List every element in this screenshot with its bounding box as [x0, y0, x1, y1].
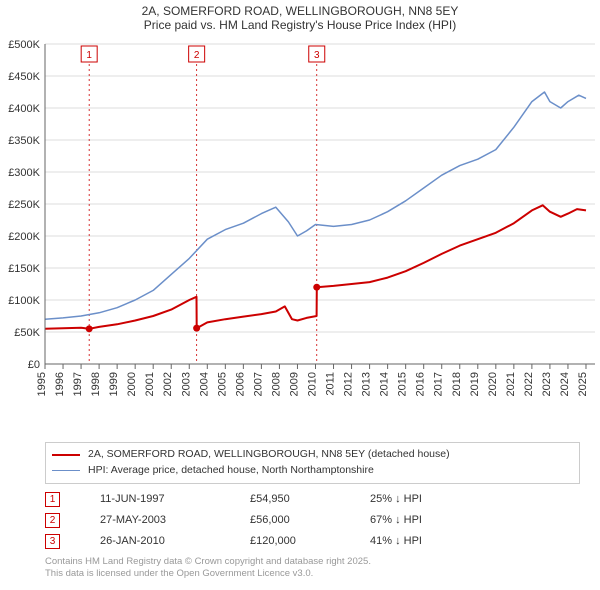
chart-svg: £0 £50K £100K £150K £200K £250K £300K £350K £400…	[0, 34, 600, 434]
svg-text:2005: 2005	[216, 372, 228, 396]
svg-text:2001: 2001	[144, 372, 156, 396]
marker-num: 2	[45, 513, 60, 528]
footnote-line2: This data is licensed under the Open Gov…	[45, 568, 580, 580]
svg-text:2006: 2006	[234, 372, 246, 396]
svg-text:2020: 2020	[487, 372, 499, 396]
marker-table: 1 11-JUN-1997 £54,950 25% ↓ HPI 2 27-MAY-2003…	[45, 489, 580, 552]
svg-text:2010: 2010	[306, 372, 318, 396]
marker-table-row: 3 26-JAN-2010 £120,000 41% ↓ HPI	[45, 531, 580, 552]
footnote: Contains HM Land Registry data © Crown c…	[45, 556, 580, 581]
legend-label: 2A, SOMERFORD ROAD, WELLINGBOROUGH, NN8 …	[88, 447, 450, 463]
footnote-line1: Contains HM Land Registry data © Crown c…	[45, 556, 580, 568]
svg-text:2012: 2012	[343, 372, 355, 396]
svg-text:£450K: £450K	[8, 71, 40, 83]
marker-table-row: 1 11-JUN-1997 £54,950 25% ↓ HPI	[45, 489, 580, 510]
marker-num: 1	[45, 492, 60, 507]
svg-text:1997: 1997	[72, 372, 84, 396]
svg-text:1: 1	[86, 50, 92, 61]
svg-text:2014: 2014	[379, 372, 391, 396]
svg-text:£150K: £150K	[8, 263, 40, 275]
svg-text:2025: 2025	[577, 372, 589, 396]
svg-text:2: 2	[194, 50, 200, 61]
svg-text:2002: 2002	[162, 372, 174, 396]
svg-text:2023: 2023	[541, 372, 553, 396]
marker-price: £54,950	[250, 493, 340, 505]
svg-text:£300K: £300K	[8, 167, 40, 179]
marker-pct: 67% ↓ HPI	[370, 514, 470, 526]
svg-text:2009: 2009	[288, 372, 300, 396]
svg-text:2008: 2008	[270, 372, 282, 396]
svg-text:2019: 2019	[469, 372, 481, 396]
marker-date: 26-JAN-2010	[100, 535, 220, 547]
svg-text:2016: 2016	[415, 372, 427, 396]
svg-text:1999: 1999	[108, 372, 120, 396]
marker-date: 27-MAY-2003	[100, 514, 220, 526]
marker-pct: 41% ↓ HPI	[370, 535, 470, 547]
marker-date: 11-JUN-1997	[100, 493, 220, 505]
chart-title: 2A, SOMERFORD ROAD, WELLINGBOROUGH, NN8 …	[0, 0, 600, 34]
svg-text:2007: 2007	[252, 372, 264, 396]
title-line1: 2A, SOMERFORD ROAD, WELLINGBOROUGH, NN8 …	[0, 4, 600, 18]
svg-text:3: 3	[314, 50, 320, 61]
svg-text:£500K: £500K	[8, 39, 40, 51]
svg-text:£100K: £100K	[8, 295, 40, 307]
svg-text:2013: 2013	[361, 372, 373, 396]
svg-text:2000: 2000	[126, 372, 138, 396]
legend-swatch	[52, 454, 80, 456]
legend-row: HPI: Average price, detached house, Nort…	[52, 463, 573, 479]
svg-text:£250K: £250K	[8, 199, 40, 211]
svg-text:2015: 2015	[397, 372, 409, 396]
legend: 2A, SOMERFORD ROAD, WELLINGBOROUGH, NN8 …	[45, 442, 580, 484]
legend-row: 2A, SOMERFORD ROAD, WELLINGBOROUGH, NN8 …	[52, 447, 573, 463]
legend-swatch	[52, 470, 80, 471]
svg-text:1998: 1998	[90, 372, 102, 396]
marker-table-row: 2 27-MAY-2003 £56,000 67% ↓ HPI	[45, 510, 580, 531]
legend-label: HPI: Average price, detached house, Nort…	[88, 463, 374, 479]
svg-text:2024: 2024	[559, 372, 571, 396]
svg-text:£350K: £350K	[8, 135, 40, 147]
svg-text:2003: 2003	[180, 372, 192, 396]
title-line2: Price paid vs. HM Land Registry's House …	[0, 18, 600, 32]
marker-price: £56,000	[250, 514, 340, 526]
svg-text:£400K: £400K	[8, 103, 40, 115]
chart-area: £0 £50K £100K £150K £200K £250K £300K £350K £400…	[0, 34, 600, 434]
marker-pct: 25% ↓ HPI	[370, 493, 470, 505]
svg-text:£200K: £200K	[8, 231, 40, 243]
svg-text:2022: 2022	[523, 372, 535, 396]
svg-text:1995: 1995	[36, 372, 48, 396]
marker-num: 3	[45, 534, 60, 549]
svg-text:2017: 2017	[433, 372, 445, 396]
svg-text:1996: 1996	[54, 372, 66, 396]
svg-text:2018: 2018	[451, 372, 463, 396]
marker-price: £120,000	[250, 535, 340, 547]
svg-text:2004: 2004	[198, 372, 210, 396]
svg-text:2011: 2011	[325, 372, 337, 396]
svg-text:£50K: £50K	[14, 327, 40, 339]
svg-text:£0: £0	[28, 359, 40, 371]
svg-text:2021: 2021	[505, 372, 517, 396]
